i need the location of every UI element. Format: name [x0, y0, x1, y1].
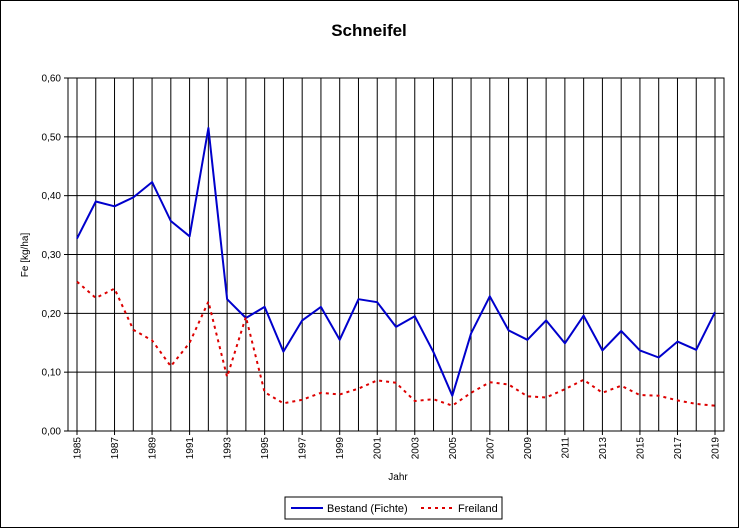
x-tick-labels: 1985 1987 1989 1991 1993 1995 1997 1999 2001 2003…	[73, 437, 722, 460]
y-tick-label: 0,00	[42, 427, 62, 438]
legend-label-freiland: Freiland	[458, 503, 498, 515]
x-tick-label: 1991	[185, 437, 196, 460]
x-tick-label: 1987	[110, 437, 121, 460]
legend: Bestand (Fichte) Freiland	[284, 496, 503, 520]
y-tick-label: 0,30	[42, 250, 62, 261]
series-lines	[76, 127, 716, 407]
x-tick-label: 1997	[298, 437, 309, 460]
x-tick-label: 2015	[635, 437, 646, 460]
grid	[64, 77, 724, 435]
x-tick-label: 2009	[523, 437, 534, 460]
x-tick-label: 1989	[148, 437, 159, 460]
series-line-bestand	[76, 127, 716, 397]
y-tick-label: 0,10	[42, 368, 62, 379]
plot-area	[67, 77, 725, 432]
x-tick-label: 1993	[223, 437, 234, 460]
chart-title: Schneifel	[331, 21, 407, 40]
legend-label-bestand: Bestand (Fichte)	[327, 503, 408, 515]
x-tick-label: 1999	[335, 437, 346, 460]
x-tick-label: 2001	[373, 437, 384, 460]
x-tick-label: 1985	[73, 437, 84, 460]
x-tick-label: 2019	[711, 437, 722, 460]
y-tick-label: 0,60	[42, 74, 62, 85]
legend-box	[284, 496, 503, 520]
x-tick-label: 1995	[260, 437, 271, 460]
x-tick-label: 2011	[560, 437, 571, 459]
x-tick-label: 2017	[673, 437, 684, 460]
x-tick-label: 2003	[410, 437, 421, 460]
y-axis-label: Fe [kg/ha]	[20, 233, 31, 278]
y-tick-labels: 0,00 0,10 0,20 0,30 0,40 0,50 0,60	[42, 74, 62, 438]
series-line-freiland	[76, 280, 716, 407]
x-tick-label: 2013	[598, 437, 609, 460]
y-tick-label: 0,40	[42, 191, 62, 202]
y-tick-label: 0,20	[42, 309, 62, 320]
x-tick-label: 2005	[448, 437, 459, 460]
x-tick-label: 2007	[485, 437, 496, 460]
x-axis-label: Jahr	[388, 472, 408, 483]
y-tick-label: 0,50	[42, 132, 62, 143]
